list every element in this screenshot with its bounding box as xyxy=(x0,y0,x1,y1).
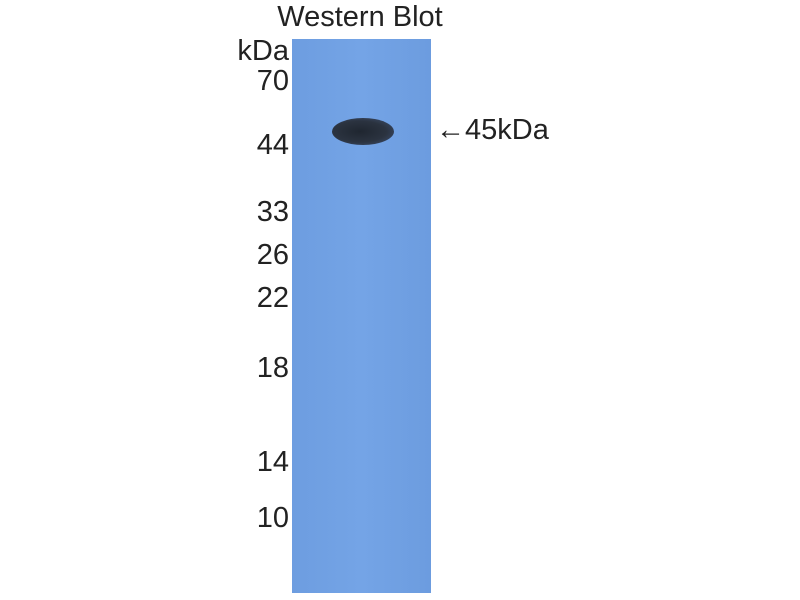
figure-title: Western Blot xyxy=(277,1,443,33)
marker-33: 33 xyxy=(256,196,289,228)
marker-14: 14 xyxy=(256,446,289,478)
marker-22: 22 xyxy=(256,282,289,314)
marker-70: 70 xyxy=(256,65,289,97)
marker-10: 10 xyxy=(256,502,289,534)
arrow-left-icon: ← xyxy=(436,114,465,146)
marker-44: 44 xyxy=(256,129,289,161)
protein-band xyxy=(332,118,394,145)
marker-18: 18 xyxy=(256,352,289,384)
unit-label: kDa xyxy=(237,35,289,67)
band-annotation: ←45kDa xyxy=(436,114,549,146)
marker-26: 26 xyxy=(256,239,289,271)
band-size-label: 45kDa xyxy=(465,114,549,146)
